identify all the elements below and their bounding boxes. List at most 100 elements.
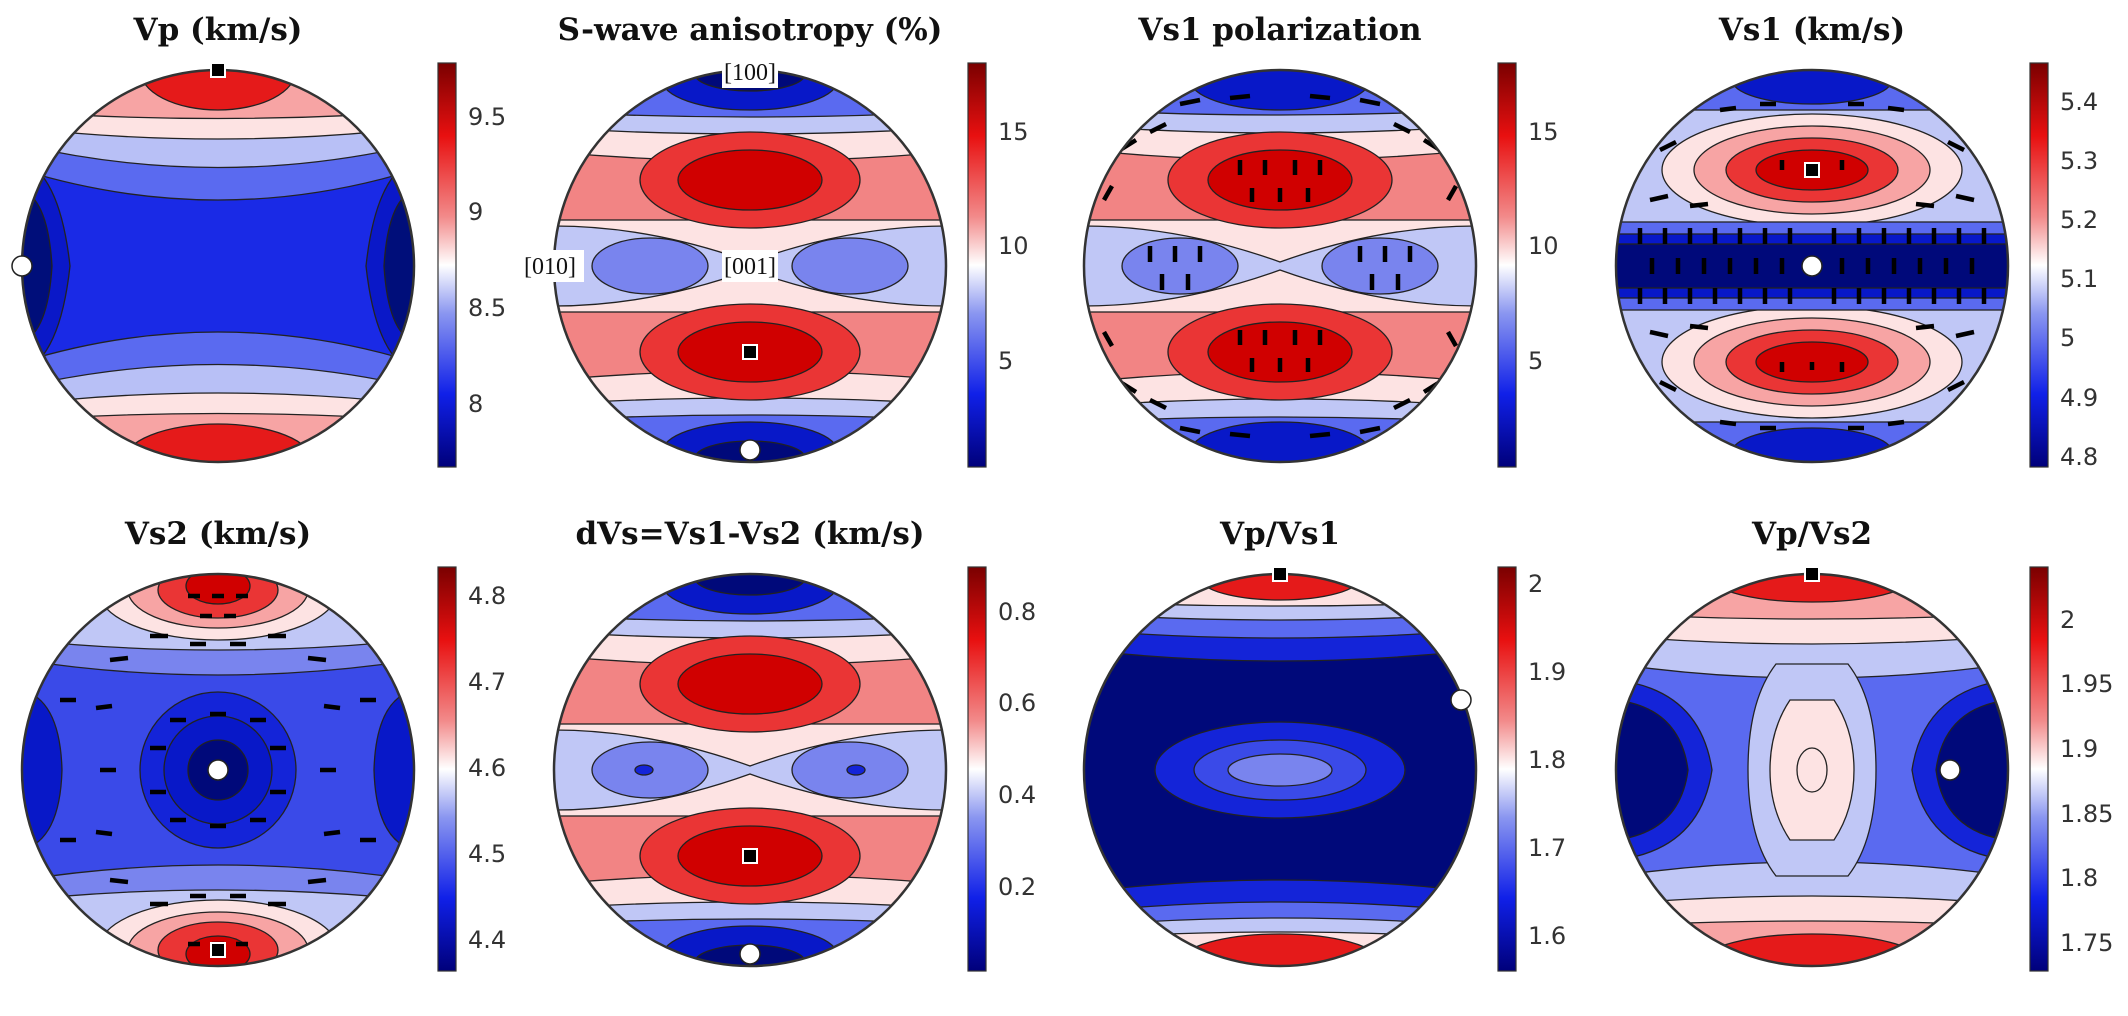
colorbar-tick-label: 1.9: [1528, 658, 1566, 686]
min-marker: [739, 439, 761, 461]
min-marker: [1801, 255, 1823, 277]
stereonet-outline: [20, 572, 416, 968]
colorbar-tick-label: 4.8: [468, 582, 506, 610]
min-marker: [1450, 689, 1472, 711]
colorbar-tick-label: 10: [998, 232, 1029, 260]
colorbar-tick-label: 8: [468, 390, 483, 418]
colorbar-tick-label: 5: [2060, 324, 2075, 352]
polarization-ticks: [1637, 101, 1987, 431]
colorbar: [1497, 62, 1517, 468]
colorbar-tick-label: 1.95: [2060, 670, 2113, 698]
stereonet-outline: [1082, 68, 1478, 464]
max-marker: [1272, 566, 1288, 582]
colorbar-tick-label: 5: [998, 347, 1013, 375]
colorbar-tick-label: 15: [998, 118, 1029, 146]
colorbar-ticks: 0.8 0.6 0.4 0.2: [998, 598, 1036, 901]
min-marker: [207, 759, 229, 781]
max-marker: [1804, 162, 1820, 178]
colorbar: [2029, 566, 2049, 972]
colorbar-tick-label: 1.7: [1528, 834, 1566, 862]
colorbar: [967, 566, 987, 972]
stereonet: [22, 70, 414, 462]
panel-title: Vs2 (km/s): [124, 516, 311, 552]
colorbar-tick-label: 0.4: [998, 781, 1036, 809]
crystal-axis-label-100: [100]: [722, 56, 778, 88]
max-marker: [742, 344, 758, 360]
colorbar-tick-label: 1.8: [2060, 864, 2098, 892]
stereonet: [554, 574, 946, 966]
colorbar: [437, 566, 457, 972]
colorbar-tick-label: 4.4: [468, 926, 506, 954]
max-marker: [1804, 566, 1820, 582]
panel-dvs: dVs=Vs1-Vs2 (km/s): [552, 516, 1036, 972]
colorbar-tick-label: 10: [1528, 232, 1559, 260]
colorbar-tick-label: 5: [1528, 347, 1543, 375]
colorbar-ticks: 15 10 5: [998, 118, 1029, 375]
crystal-axis-001: [001]: [724, 254, 776, 280]
colorbar-ticks: 9.5 9 8.5 8: [468, 103, 506, 418]
panel-title: Vp/Vs1: [1219, 516, 1340, 552]
colorbar-tick-label: 5.1: [2060, 265, 2098, 293]
colorbar-tick-label: 9.5: [468, 103, 506, 131]
colorbar-tick-label: 0.6: [998, 689, 1036, 717]
colorbar-tick-label: 1.6: [1528, 922, 1566, 950]
colorbar-ticks: 2 1.95 1.9 1.85 1.8 1.75: [2060, 606, 2113, 957]
colorbar-tick-label: 4.6: [468, 754, 506, 782]
colorbar-tick-label: 5.4: [2060, 88, 2098, 116]
colorbar-ticks: 5.4 5.3 5.2 5.1 5 4.9 4.8: [2060, 88, 2098, 471]
panel-vp-vs2: Vp/Vs2 2 1.95 1.9: [1614, 516, 2113, 972]
stereonet: [22, 574, 414, 966]
panel-title: Vs1 polarization: [1137, 12, 1421, 48]
colorbar-tick-label: 2: [1528, 570, 1543, 598]
colorbar-ticks: 4.8 4.7 4.6 4.5 4.4: [468, 582, 506, 954]
colorbar: [1497, 566, 1517, 972]
panel-title: Vs1 (km/s): [1718, 12, 1905, 48]
colorbar-tick-label: 1.85: [2060, 800, 2113, 828]
crystal-axis-label-010: [010]: [520, 250, 584, 282]
stereonet-outline: [552, 572, 948, 968]
max-marker: [210, 942, 226, 958]
crystal-axis-label-001: [001]: [722, 250, 778, 282]
colorbar-tick-label: 2: [2060, 606, 2075, 634]
panel-title: dVs=Vs1-Vs2 (km/s): [575, 516, 924, 552]
colorbar-tick-label: 4.9: [2060, 384, 2098, 412]
colorbar: [2029, 62, 2049, 468]
colorbar-tick-label: 1.75: [2060, 929, 2113, 957]
crystal-axis-100: [100]: [724, 60, 776, 86]
panel-s-wave-anisotropy: S-wave anisotropy (%) [100]: [520, 12, 1029, 468]
max-marker: [742, 848, 758, 864]
panel-vp-vs1: Vp/Vs1 2 1.9 1.8 1.7 1.6: [1082, 516, 1566, 972]
min-marker: [739, 943, 761, 965]
colorbar-tick-label: 15: [1528, 118, 1559, 146]
panel-vs1-polarization: Vs1 polarization: [1082, 12, 1559, 468]
panel-title: Vp (km/s): [133, 12, 303, 48]
panel-vp: Vp (km/s) 9.5 9 8.5 8: [11, 12, 506, 468]
colorbar: [967, 62, 987, 468]
colorbar: [437, 62, 457, 468]
stereonet-outline: [1614, 68, 2010, 464]
min-marker: [1939, 759, 1961, 781]
stereonet: [1084, 70, 1476, 462]
colorbar-tick-label: 5.3: [2060, 147, 2098, 175]
colorbar-tick-label: 9: [468, 198, 483, 226]
panel-title: S-wave anisotropy (%): [558, 12, 943, 48]
panel-vs1: Vs1 (km/s): [1614, 12, 2098, 471]
colorbar-tick-label: 1.9: [2060, 735, 2098, 763]
min-marker: [11, 255, 33, 277]
colorbar-ticks: 15 10 5: [1528, 118, 1559, 375]
colorbar-tick-label: 1.8: [1528, 746, 1566, 774]
panel-vs2: Vs2 (km/s): [20, 516, 506, 972]
colorbar-tick-label: 0.2: [998, 873, 1036, 901]
colorbar-tick-label: 8.5: [468, 294, 506, 322]
colorbar-tick-label: 4.5: [468, 840, 506, 868]
crystal-axis-010: [010]: [524, 254, 576, 280]
colorbar-tick-label: 4.7: [468, 668, 506, 696]
colorbar-tick-label: 4.8: [2060, 443, 2098, 471]
colorbar-tick-label: 0.8: [998, 598, 1036, 626]
colorbar-tick-label: 5.2: [2060, 206, 2098, 234]
stereonet: [1084, 574, 1476, 966]
max-marker: [210, 62, 226, 78]
panel-title: Vp/Vs2: [1751, 516, 1872, 552]
colorbar-ticks: 2 1.9 1.8 1.7 1.6: [1528, 570, 1566, 950]
